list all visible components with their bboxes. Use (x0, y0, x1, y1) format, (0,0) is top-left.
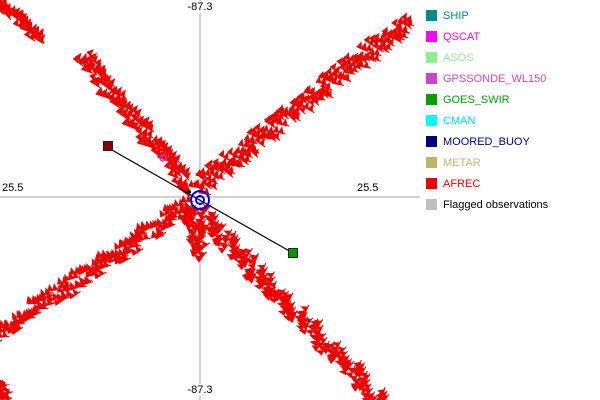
green-square-marker[interactable] (288, 248, 298, 258)
legend: SHIP QSCAT ASOS GPSSONDE_WL150 GOES_SWIR CMAN… (426, 5, 598, 215)
legend-label: ASOS (443, 51, 474, 64)
legend-label: SHIP (443, 9, 469, 22)
legend-swatch (426, 157, 437, 168)
legend-swatch (426, 136, 437, 147)
legend-swatch (426, 94, 437, 105)
dark-red-square-marker[interactable] (103, 141, 113, 151)
axis-label-lon-bottom: -87.3 (185, 384, 215, 396)
legend-swatch (426, 73, 437, 84)
legend-label: GOES_SWIR (443, 93, 510, 106)
sonde-circle-marker[interactable] (159, 154, 167, 162)
legend-label: CMAN (443, 114, 476, 127)
legend-item-cman: CMAN (426, 110, 598, 131)
wind-barb-swath (187, 12, 415, 196)
axis-label-lat-right: 25.5 (357, 182, 379, 194)
legend-swatch (426, 52, 437, 63)
legend-swatch (426, 10, 437, 21)
legend-swatch (426, 199, 437, 210)
track-point-marker[interactable] (187, 190, 191, 194)
plot-canvas[interactable] (0, 0, 420, 400)
wind-barb-swath (0, 0, 46, 45)
legend-item-ship: SHIP (426, 5, 598, 26)
buoy-double-circle-marker[interactable] (190, 190, 210, 210)
legend-item-metar: METAR (426, 152, 598, 173)
axis-label-lat-left: 25.5 (2, 182, 24, 194)
legend-swatch (426, 31, 437, 42)
legend-label: AFREC (443, 177, 481, 190)
legend-label: QSCAT (443, 30, 481, 43)
legend-label: METAR (443, 156, 481, 169)
map-plot[interactable]: -87.3 -87.3 25.5 25.5 (0, 0, 420, 400)
wind-barb-swath (72, 49, 192, 197)
wind-barb-swath (179, 204, 211, 263)
legend-item-moored-buoy: MOORED_BUOY (426, 131, 598, 152)
legend-item-gpssonde-wl150: GPSSONDE_WL150 (426, 68, 598, 89)
legend-label: MOORED_BUOY (443, 135, 530, 148)
legend-swatch (426, 115, 437, 126)
legend-item-flagged-observations: Flagged observations (426, 194, 598, 215)
axis-label-lon-top: -87.3 (185, 1, 215, 13)
wind-barb-swath (186, 204, 390, 400)
legend-item-qscat: QSCAT (426, 26, 598, 47)
legend-label: Flagged observations (443, 198, 549, 211)
legend-label: GPSSONDE_WL150 (443, 72, 547, 85)
legend-swatch (426, 178, 437, 189)
wind-barb-swath (0, 379, 13, 400)
legend-item-afrec: AFREC (426, 173, 598, 194)
legend-item-asos: ASOS (426, 47, 598, 68)
wind-barb-swath (0, 194, 200, 342)
legend-item-goes-swir: GOES_SWIR (426, 89, 598, 110)
